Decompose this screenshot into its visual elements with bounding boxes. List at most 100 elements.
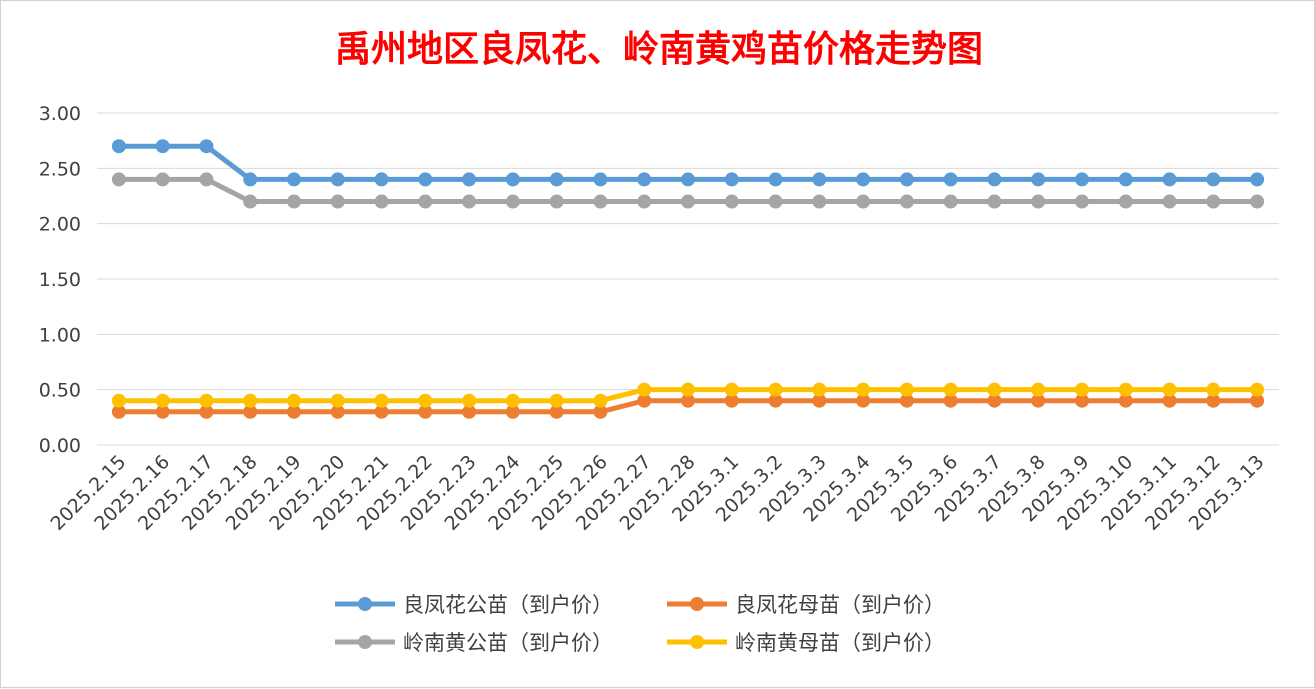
x-axis-ticks: 2025.2.152025.2.162025.2.172025.2.182025… (46, 451, 1268, 535)
data-point (155, 393, 170, 408)
data-point (462, 172, 477, 187)
data-point (1118, 393, 1133, 408)
data-point (724, 172, 739, 187)
data-point (1206, 393, 1221, 408)
data-point (505, 194, 520, 209)
data-point (199, 139, 214, 154)
data-point (593, 194, 608, 209)
data-point (462, 404, 477, 419)
data-point (243, 393, 258, 408)
data-point (374, 404, 389, 419)
series-2 (111, 393, 1265, 419)
data-point (418, 404, 433, 419)
data-point (243, 194, 258, 209)
data-point (1118, 382, 1133, 397)
data-point (768, 172, 783, 187)
data-point (330, 194, 345, 209)
data-point (549, 404, 564, 419)
data-point (637, 382, 652, 397)
data-point (987, 194, 1002, 209)
data-point (681, 393, 695, 408)
data-point (987, 382, 1002, 397)
data-point (1031, 194, 1046, 209)
data-point (418, 393, 433, 408)
data-point (943, 382, 958, 397)
legend-swatch-marker (358, 635, 372, 649)
data-point (330, 404, 345, 419)
data-point (768, 393, 783, 408)
data-point (1031, 382, 1046, 397)
y-tick-label: 2.00 (39, 214, 81, 236)
data-point (768, 194, 783, 209)
data-point (1118, 172, 1133, 187)
data-point (287, 194, 301, 209)
legend-item: 岭南黄公苗（到户价） (335, 631, 613, 655)
data-point (812, 172, 827, 187)
data-point (856, 172, 871, 187)
data-point (374, 393, 389, 408)
data-point (856, 393, 871, 408)
legend-item: 良凤花母苗（到户价） (667, 593, 945, 617)
chart-title: 禹州地区良凤花、岭南黄鸡苗价格走势图 (335, 28, 983, 70)
data-point (462, 393, 477, 408)
data-point (549, 393, 564, 408)
y-tick-label: 3.00 (39, 103, 81, 125)
data-point (724, 393, 739, 408)
series-1 (111, 139, 1265, 187)
data-point (768, 382, 783, 397)
data-point (155, 139, 170, 154)
data-point (330, 172, 345, 187)
data-point (199, 172, 214, 187)
data-point (637, 393, 652, 408)
data-point (199, 404, 214, 419)
data-point (549, 172, 564, 187)
data-point (155, 404, 170, 419)
data-point (1162, 382, 1177, 397)
legend-item: 良凤花公苗（到户价） (335, 593, 613, 617)
series-lines (111, 139, 1265, 419)
data-point (1031, 172, 1046, 187)
legend-label: 岭南黄母苗（到户价） (735, 631, 945, 655)
data-point (812, 194, 827, 209)
data-point (724, 382, 739, 397)
legend: 良凤花公苗（到户价） 良凤花母苗（到户价） 岭南黄公苗（到户价） 岭南黄母苗（到户价） (335, 593, 945, 655)
data-point (505, 404, 520, 419)
data-point (637, 172, 652, 187)
data-point (943, 172, 958, 187)
data-point (1075, 393, 1089, 408)
data-point (856, 194, 871, 209)
data-point (243, 404, 258, 419)
legend-swatch-marker (358, 597, 372, 611)
y-tick-label: 1.00 (39, 324, 81, 346)
data-point (505, 172, 520, 187)
data-point (1162, 194, 1177, 209)
data-point (943, 194, 958, 209)
data-point (1118, 194, 1133, 209)
data-point (812, 393, 827, 408)
data-point (505, 393, 520, 408)
data-point (1031, 393, 1046, 408)
y-tick-label: 1.50 (39, 269, 81, 291)
data-point (724, 194, 739, 209)
y-tick-label: 0.50 (39, 380, 81, 402)
data-point (1075, 382, 1089, 397)
data-point (243, 172, 258, 187)
data-point (637, 194, 652, 209)
data-point (287, 172, 301, 187)
series-4 (111, 382, 1265, 408)
data-point (287, 393, 301, 408)
data-point (899, 393, 914, 408)
data-point (856, 382, 871, 397)
data-point (899, 194, 914, 209)
data-point (549, 194, 564, 209)
data-point (374, 194, 389, 209)
data-point (1162, 172, 1177, 187)
data-point (593, 393, 608, 408)
legend-label: 良凤花母苗（到户价） (735, 593, 945, 617)
legend-label: 良凤花公苗（到户价） (403, 593, 613, 617)
y-tick-label: 0.00 (39, 435, 81, 457)
data-point (155, 172, 170, 187)
data-point (899, 382, 914, 397)
data-point (1250, 194, 1265, 209)
